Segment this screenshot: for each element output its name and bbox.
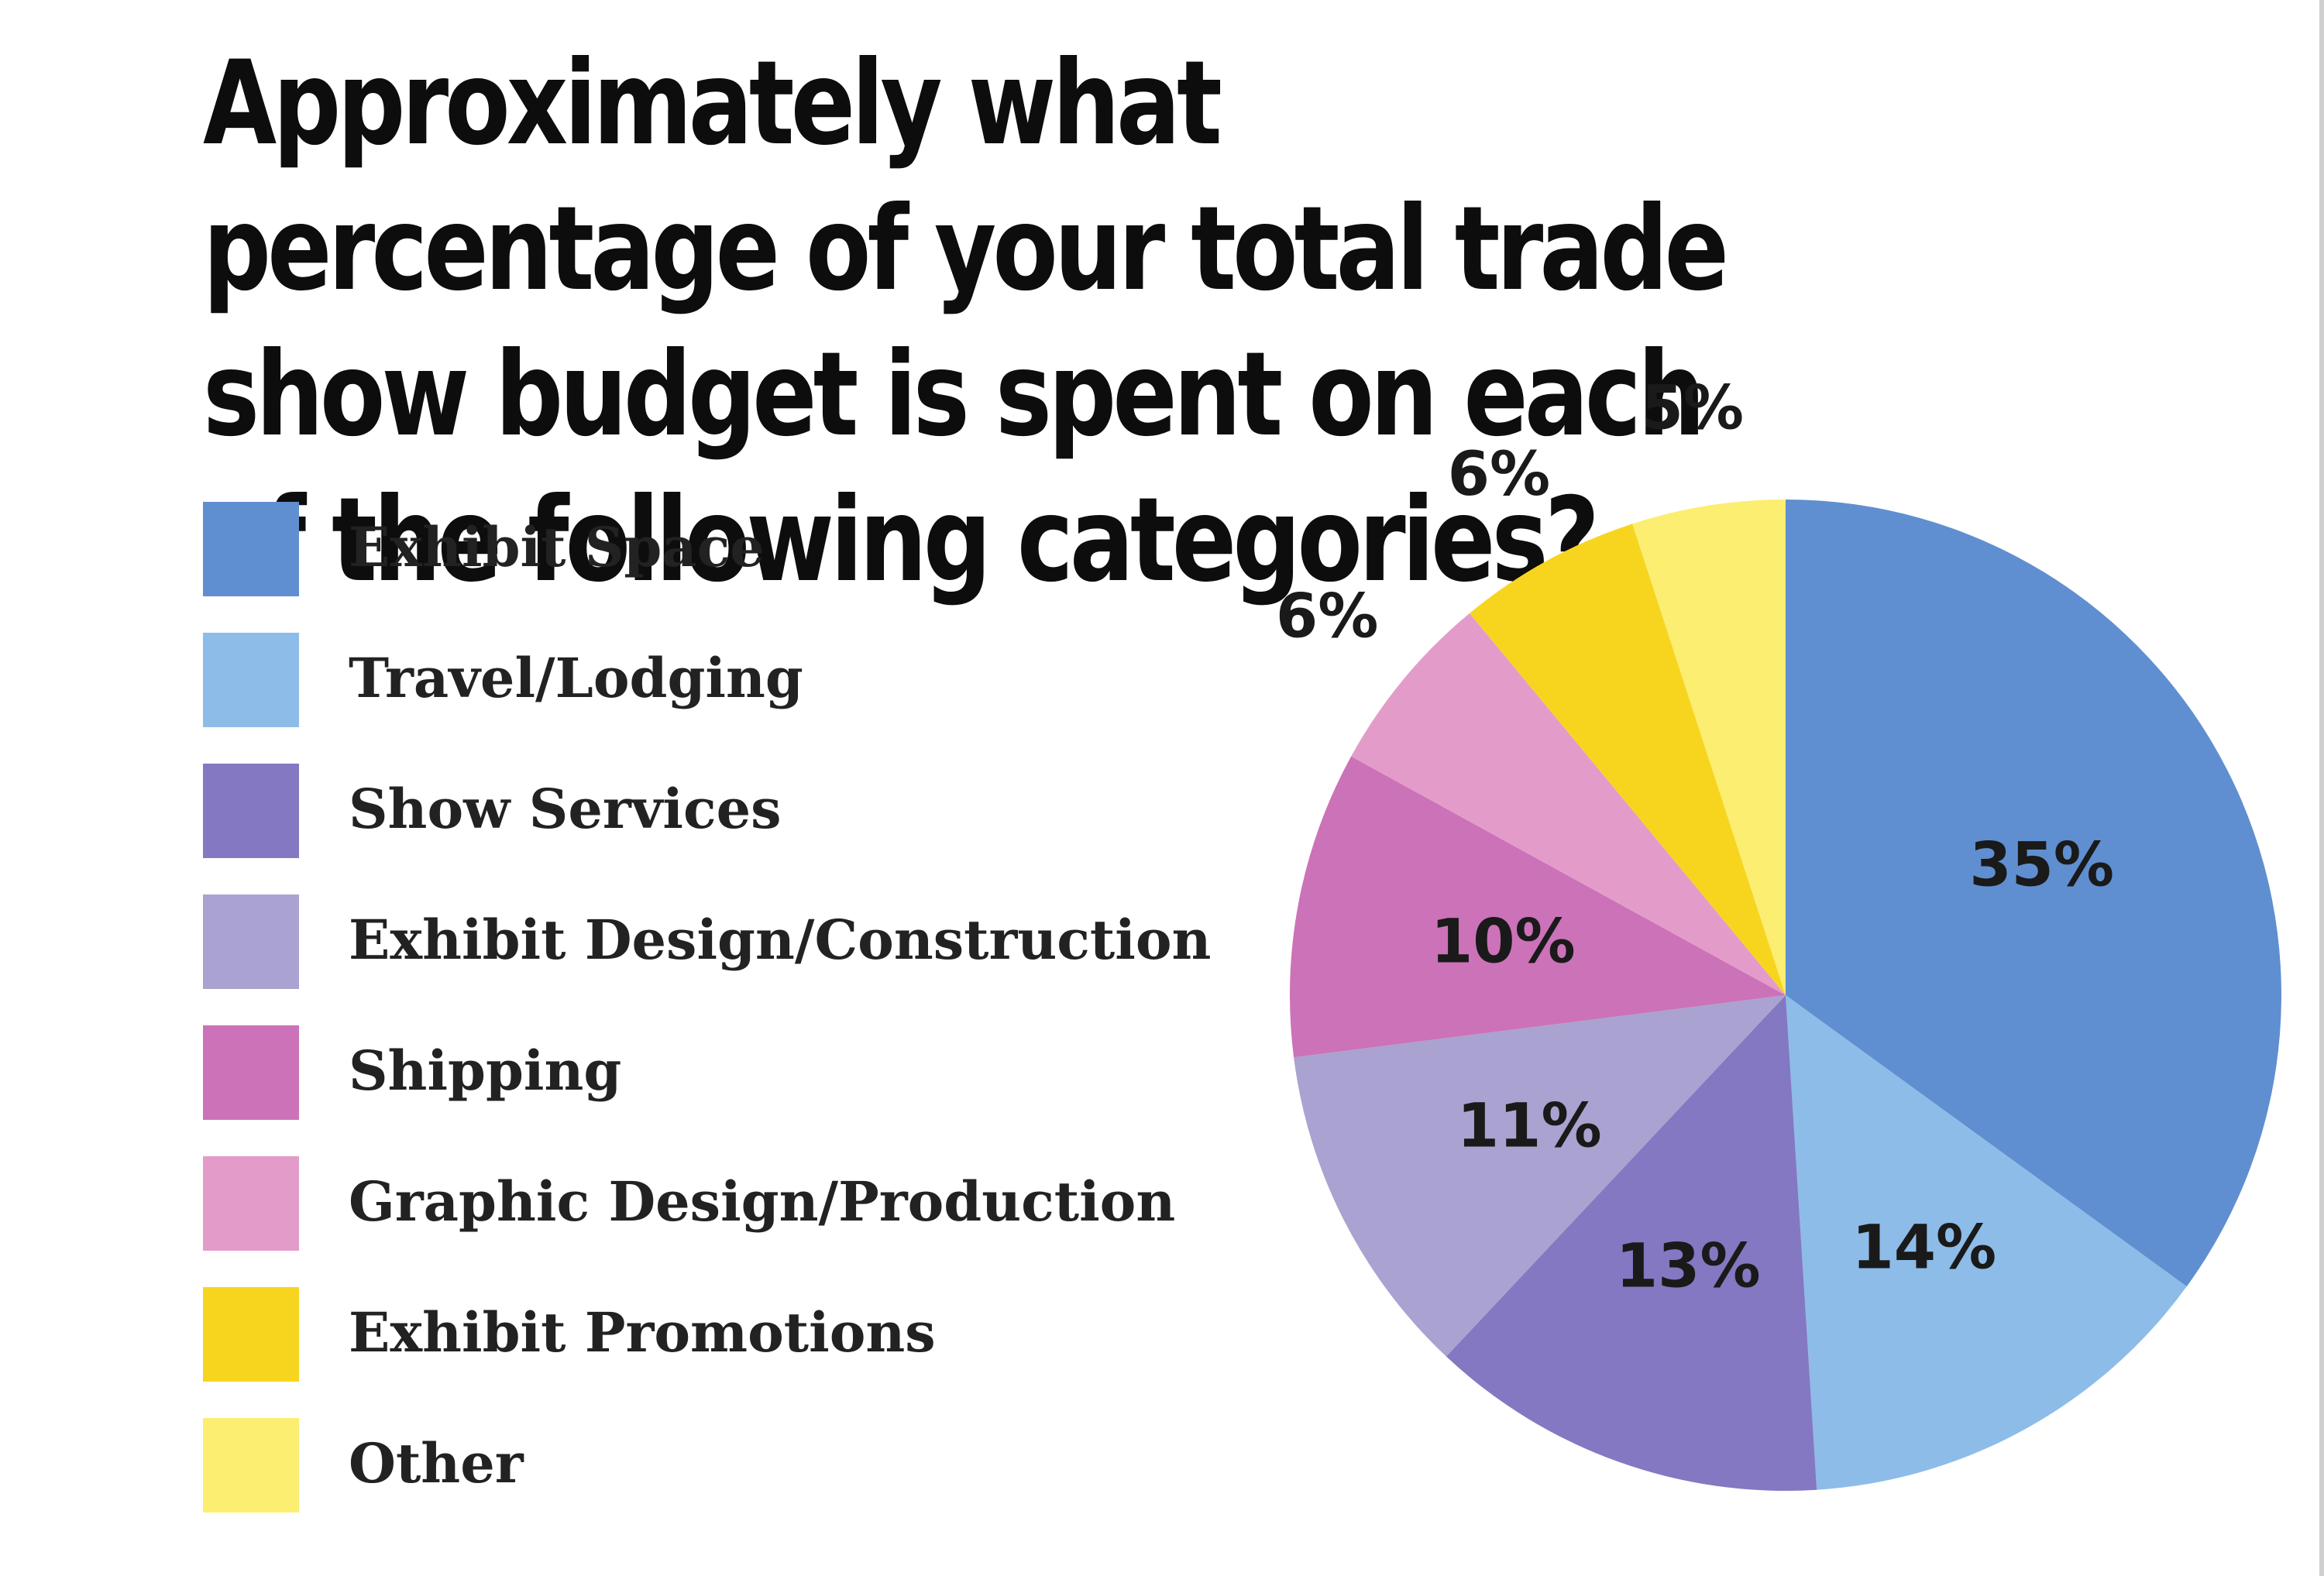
pie-slice-exhibit-design-construction [1294, 995, 1786, 1357]
legend-swatch-other [203, 1418, 299, 1512]
right-edge-border [2319, 0, 2324, 1576]
legend-item-travel-lodging: Travel/Lodging [203, 633, 1249, 764]
data-label-shipping: 10% [1431, 907, 1576, 977]
pie-slice-show-services [1446, 995, 1817, 1491]
legend-item-graphic-design-production: Graphic Design/Production [203, 1156, 1249, 1287]
legend-item-exhibit-design-construction: Exhibit Design/Construction [203, 894, 1249, 1025]
legend-item-other: Other [203, 1418, 1249, 1549]
legend-label-other: Other [349, 1431, 524, 1495]
legend-label-exhibit-promotions: Exhibit Promotions [349, 1300, 936, 1365]
legend-swatch-graphic-design-production [203, 1156, 299, 1251]
legend-swatch-show-services [203, 764, 299, 858]
legend-swatch-shipping [203, 1025, 299, 1120]
pie-slice-exhibit-space [1786, 500, 2282, 1287]
legend-label-exhibit-design-construction: Exhibit Design/Construction [349, 908, 1212, 972]
legend-swatch-exhibit-design-construction [203, 894, 299, 989]
legend-label-travel-lodging: Travel/Lodging [349, 646, 803, 710]
data-label-show-services: 13% [1616, 1231, 1761, 1301]
data-label-exhibit-design-construction: 11% [1457, 1092, 1602, 1162]
legend-label-show-services: Show Services [349, 777, 782, 841]
data-label-exhibit-space: 35% [1969, 830, 2114, 900]
legend-swatch-exhibit-promotions [203, 1287, 299, 1382]
legend-item-show-services: Show Services [203, 764, 1249, 894]
pie-slice-exhibit-promotions [1470, 524, 1786, 995]
legend-item-shipping: Shipping [203, 1025, 1249, 1156]
legend-item-exhibit-promotions: Exhibit Promotions [203, 1287, 1249, 1418]
data-label-graphic-design-production: 6% [1276, 582, 1378, 651]
legend-label-graphic-design-production: Graphic Design/Production [349, 1169, 1176, 1234]
data-label-exhibit-promotions: 6% [1448, 440, 1550, 510]
legend-swatch-exhibit-space [203, 502, 299, 596]
pie-slice-travel-lodging [1786, 995, 2187, 1490]
legend-item-exhibit-space: Exhibit Space [203, 502, 1249, 633]
pie-slice-graphic-design-production [1351, 613, 1786, 995]
data-label-travel-lodging: 14% [1851, 1213, 1996, 1282]
pie-slice-shipping [1289, 756, 1786, 1058]
data-label-other: 5% [1642, 373, 1744, 443]
legend-label-shipping: Shipping [349, 1039, 622, 1103]
legend: Exhibit Space Travel/Lodging Show Servic… [203, 502, 1249, 1549]
legend-swatch-travel-lodging [203, 633, 299, 727]
pie-slice-other [1632, 500, 1786, 995]
legend-label-exhibit-space: Exhibit Space [349, 515, 765, 579]
chart-title: Approximately what percentage of your to… [203, 36, 1729, 608]
